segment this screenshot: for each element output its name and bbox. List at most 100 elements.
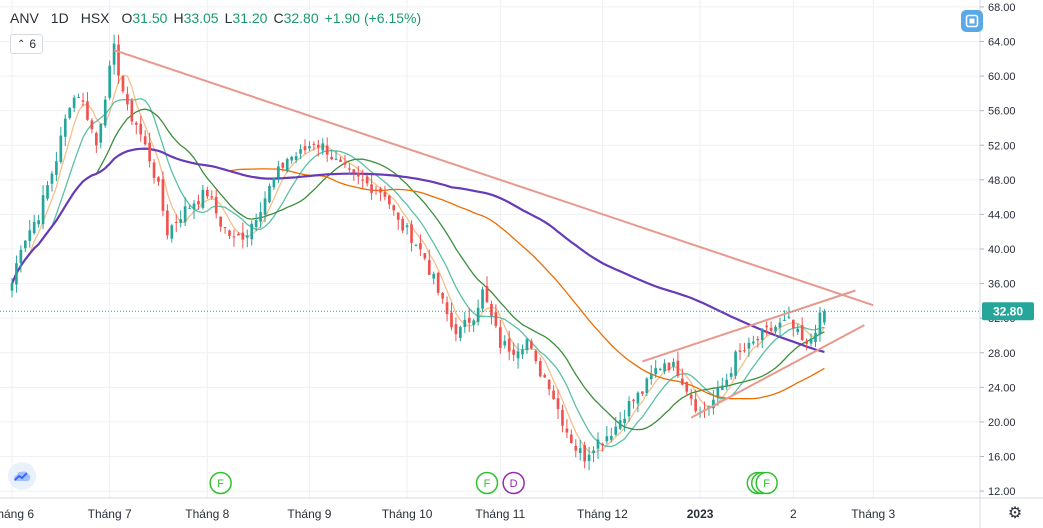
candle-body [121, 76, 125, 92]
candle-body [348, 168, 351, 170]
trendline[interactable] [113, 49, 874, 307]
candle [467, 307, 471, 333]
candle [632, 398, 635, 409]
candle [658, 367, 662, 371]
candle [601, 442, 604, 452]
candle [574, 439, 578, 458]
candle-body [738, 350, 742, 352]
candle-body [15, 263, 18, 285]
trendlines[interactable] [113, 49, 874, 419]
candle-body [530, 341, 533, 349]
candle [823, 309, 826, 326]
candle-body [561, 409, 564, 426]
candle [192, 199, 196, 220]
candle [618, 411, 622, 431]
candle-body [228, 230, 231, 236]
candle [28, 220, 32, 248]
candle-body [183, 206, 187, 223]
y-tick-label: 48.00 [988, 175, 1016, 187]
exchange-label: HSX [80, 10, 110, 26]
candle [614, 417, 618, 436]
candle-body [90, 120, 94, 130]
candle-body [756, 338, 760, 341]
y-tick-label: 40.00 [988, 244, 1016, 256]
settings-gear-icon[interactable]: ⚙ [1007, 505, 1023, 522]
candle [689, 388, 693, 406]
y-tick-label: 20.00 [988, 417, 1016, 429]
event-marker[interactable]: F [209, 471, 232, 495]
candle-body [672, 361, 675, 367]
candle [405, 222, 409, 235]
candle [170, 223, 174, 243]
candle-body [769, 327, 773, 331]
x-axis[interactable]: Tháng 6 Tháng 7 Tháng 8 Tháng 9 Tháng 10 Thán… [0, 507, 896, 521]
candle [720, 377, 724, 391]
event-marker[interactable]: F [755, 471, 778, 495]
candle [143, 130, 147, 146]
y-axis[interactable]: 68.00 64.00 60.00 56.00 52.00 48.00 44.00 40.00… [980, 2, 1016, 498]
candle [507, 330, 511, 361]
candle-body [676, 360, 680, 376]
snapshot-button[interactable] [961, 10, 983, 32]
candle [268, 183, 271, 204]
trendline[interactable] [690, 324, 865, 419]
candle [765, 321, 769, 336]
candle-body [432, 273, 436, 279]
candle-body [290, 156, 294, 161]
candle [672, 358, 675, 371]
candle-body [241, 232, 245, 240]
candle [694, 389, 697, 413]
candle-body [680, 378, 684, 385]
tradingview-logo-icon[interactable] [8, 462, 36, 490]
x-tick-label: 2 [790, 507, 797, 521]
trendline[interactable] [642, 289, 856, 363]
candle-body [19, 249, 23, 264]
candle [223, 226, 227, 234]
candle-body [791, 319, 795, 329]
candle [103, 96, 107, 128]
candle [37, 214, 40, 228]
interval-label[interactable]: 1D [50, 10, 69, 26]
candle-body [188, 207, 191, 209]
candle [818, 306, 822, 342]
x-tick-label: 2023 [687, 507, 714, 521]
candle-body [95, 132, 98, 146]
candle [667, 362, 671, 373]
event-marker-circle [475, 471, 499, 495]
candle [174, 214, 178, 233]
candle [374, 185, 378, 195]
candle [743, 342, 746, 353]
candle [321, 138, 325, 155]
candle-body [10, 283, 14, 291]
candle-body [63, 118, 67, 137]
candle [556, 389, 560, 420]
y-tick-label: 52.00 [988, 140, 1016, 152]
symbol-label[interactable]: ANV [10, 10, 39, 26]
x-tick-label: Tháng 3 [851, 507, 895, 521]
y-tick-label: 68.00 [988, 2, 1016, 14]
candle-body [179, 219, 183, 223]
candle-body [512, 349, 515, 355]
candle [241, 222, 245, 249]
candle [516, 343, 520, 369]
event-marker[interactable]: D [502, 471, 525, 495]
candle-body [476, 307, 480, 323]
candle [10, 277, 14, 298]
candle-body [303, 146, 307, 151]
change-value: +1.90 (+6.15%) [324, 10, 422, 26]
candle-body [41, 195, 45, 224]
event-markers[interactable]: FFDFFF [209, 471, 778, 495]
candle-body [170, 225, 174, 239]
candle [530, 338, 533, 350]
candle [72, 95, 76, 113]
candle-body [237, 233, 240, 236]
candle [299, 144, 302, 160]
candle [463, 312, 467, 334]
event-marker[interactable]: F [475, 471, 499, 495]
indicator-period-toggle[interactable]: ⌃ 6 [10, 34, 44, 54]
candle [99, 123, 103, 149]
candle [538, 357, 542, 378]
candle-body [760, 328, 764, 341]
last-price-label-bg [982, 302, 1034, 321]
